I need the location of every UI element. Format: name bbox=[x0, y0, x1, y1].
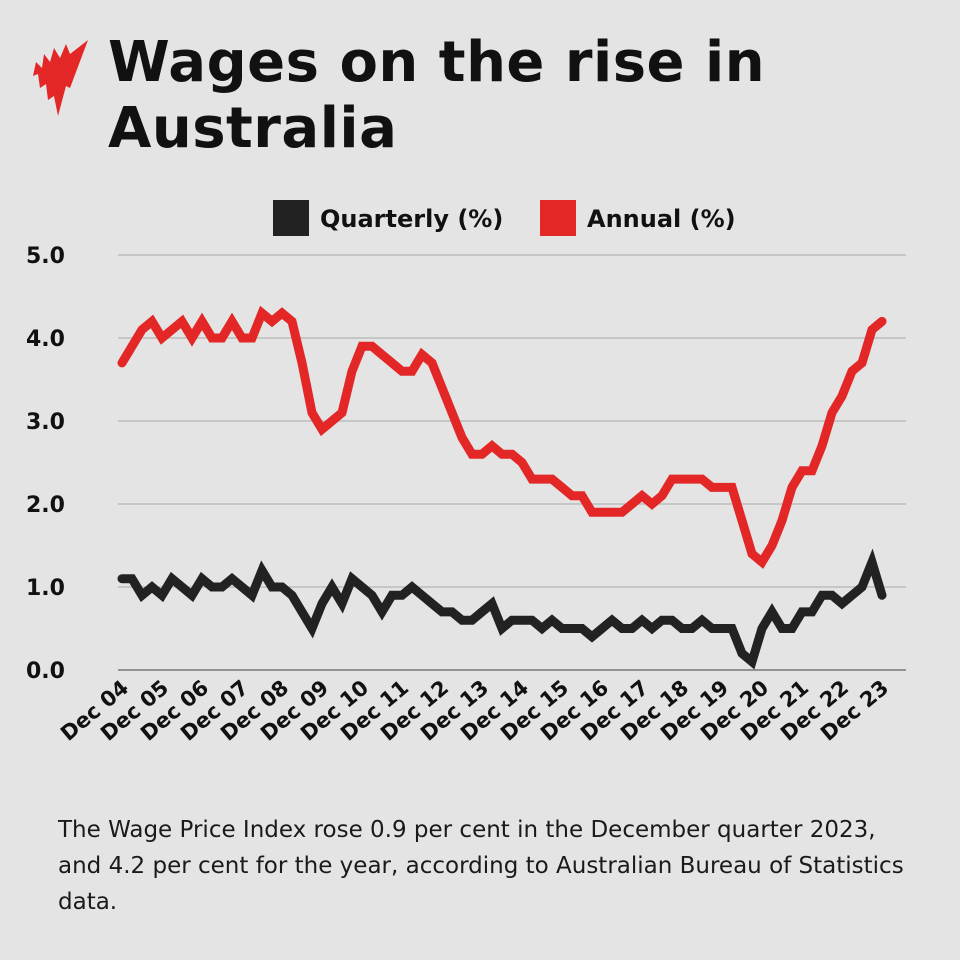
chart-caption: The Wage Price Index rose 0.9 per cent i… bbox=[58, 817, 904, 915]
chart-title: Wages on the rise in Australia bbox=[108, 30, 766, 161]
y-tick-label: 1.0 bbox=[26, 576, 65, 601]
y-tick-label: 3.0 bbox=[26, 410, 65, 435]
legend-label: Quarterly (%) bbox=[320, 205, 503, 233]
y-tick-label: 0.0 bbox=[26, 659, 65, 684]
y-tick-label: 5.0 bbox=[26, 244, 65, 269]
legend-swatch bbox=[273, 200, 309, 236]
legend-label: Annual (%) bbox=[587, 205, 736, 233]
series-line-quarterly bbox=[117, 548, 887, 670]
logo-icon bbox=[33, 40, 88, 116]
series-line-annual bbox=[117, 305, 887, 569]
legend-swatch bbox=[540, 200, 576, 236]
y-tick-label: 2.0 bbox=[26, 493, 65, 518]
y-tick-label: 4.0 bbox=[26, 327, 65, 352]
